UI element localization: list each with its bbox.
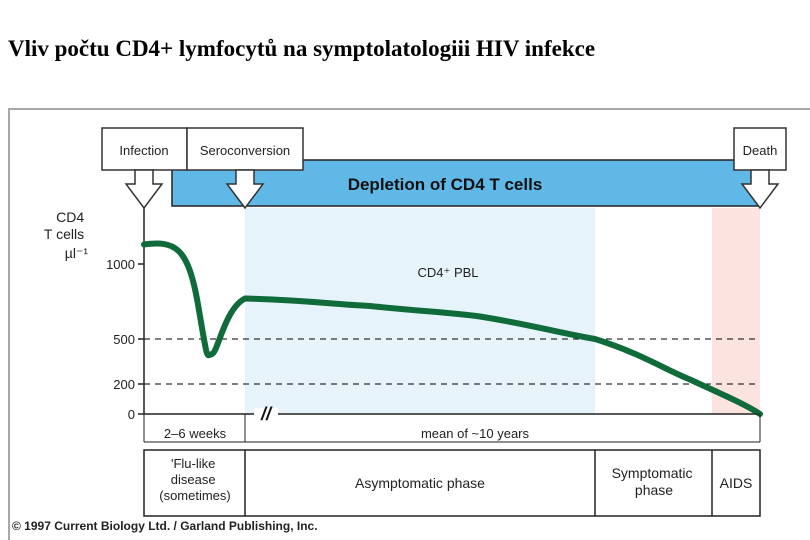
y-tick-label: 1000 bbox=[106, 257, 135, 272]
axis-break-gap bbox=[254, 408, 278, 420]
death-label: Death bbox=[743, 143, 778, 158]
phase-asymptomatic: Asymptomatic phase bbox=[355, 475, 485, 491]
cd4-chart: Depletion of CD4 T cells Infection Seroc… bbox=[44, 127, 787, 517]
slide-title: Vliv počtu CD4+ lymfocytů na symptolatol… bbox=[8, 36, 596, 61]
seroconversion-box bbox=[186, 127, 304, 171]
y-axis-title: CD4 T cells µl⁻¹ bbox=[44, 209, 88, 261]
infection-box bbox=[101, 127, 188, 171]
phase-flu-like: 'Flu-like disease (sometimes) bbox=[159, 456, 231, 503]
infection-label: Infection bbox=[119, 143, 168, 158]
series-label: CD4⁺ PBL bbox=[417, 265, 478, 280]
axis-break-marker: // bbox=[260, 404, 273, 424]
phase-aids: AIDS bbox=[720, 475, 753, 491]
phase-row bbox=[143, 449, 761, 517]
seroconversion-label: Seroconversion bbox=[200, 143, 290, 158]
cd4-curve bbox=[141, 240, 763, 417]
arrow-down-icon bbox=[225, 169, 265, 210]
arrow-down-icon bbox=[740, 169, 780, 210]
copyright-notice: © 1997 Current Biology Ltd. / Garland Pu… bbox=[12, 519, 318, 533]
timeline-late-label: mean of ~10 years bbox=[421, 426, 530, 441]
depletion-banner-label: Depletion of CD4 T cells bbox=[348, 175, 543, 194]
figure-panel: Depletion of CD4 T cells Infection Seroc… bbox=[8, 108, 810, 540]
phase-symptomatic: Symptomatic phase bbox=[612, 465, 697, 498]
arrow-down-icon bbox=[124, 169, 164, 210]
y-tick-label: 0 bbox=[128, 407, 135, 422]
timeline-early-label: 2–6 weeks bbox=[164, 426, 227, 441]
y-tick-label: 500 bbox=[113, 332, 135, 347]
y-tick-label: 200 bbox=[113, 377, 135, 392]
aids-shade bbox=[712, 208, 760, 414]
